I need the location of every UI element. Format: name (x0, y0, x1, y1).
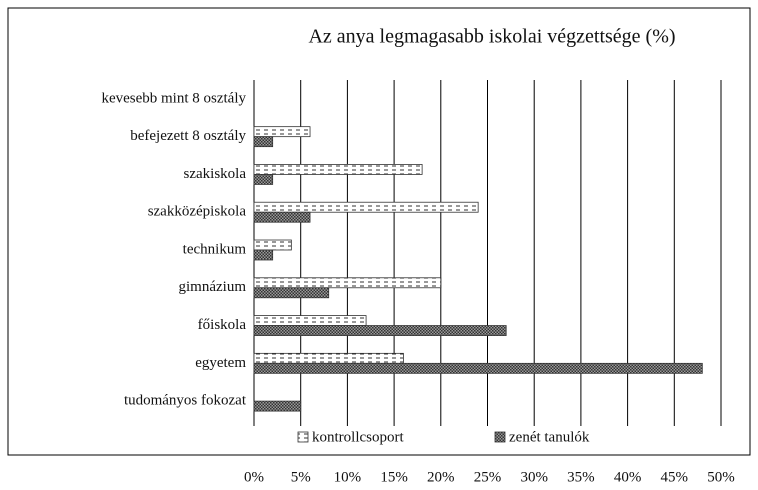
y-tick-label: egyetem (195, 355, 246, 371)
y-tick-label: kevesebb mint 8 osztály (101, 90, 246, 106)
bar (253, 239, 292, 251)
x-tick-label: 40% (614, 469, 642, 485)
bar (253, 174, 274, 185)
x-tick-label: 50% (707, 469, 735, 485)
y-tick-label: gimnázium (179, 279, 247, 295)
chart-title: Az anya legmagasabb iskolai végzettsége … (308, 26, 675, 48)
bar (253, 164, 423, 175)
bar (253, 201, 479, 213)
bar (253, 325, 507, 336)
legend-swatch (297, 431, 309, 443)
y-tick-label: befejezett 8 osztály (130, 128, 246, 144)
x-tick-label: 0% (244, 469, 264, 485)
bar (253, 277, 442, 289)
x-tick-label: 10% (334, 469, 362, 485)
y-tick-label: szakközépiskola (148, 204, 247, 220)
bar (253, 352, 404, 364)
x-tick-label: 15% (380, 469, 408, 485)
x-tick-label: 30% (520, 469, 548, 485)
bar (253, 126, 311, 138)
bar (253, 287, 330, 299)
bar (253, 211, 311, 223)
legend-swatch (494, 431, 506, 443)
x-tick-label: 5% (291, 469, 311, 485)
y-tick-label: szakiskola (184, 166, 247, 182)
x-tick-label: 25% (474, 469, 502, 485)
x-tick-label: 20% (427, 469, 455, 485)
bar (253, 362, 703, 374)
y-tick-label: tudományos fokozat (124, 393, 247, 409)
x-tick-label: 45% (661, 469, 689, 485)
y-tick-label: főiskola (198, 317, 247, 333)
bar (253, 136, 274, 148)
legend-label: kontrollcsoport (312, 429, 404, 445)
bar (253, 249, 274, 261)
y-tick-label: technikum (183, 241, 247, 257)
bar (253, 400, 302, 412)
bar (253, 315, 367, 326)
chart-frame (7, 7, 751, 456)
x-tick-label: 35% (567, 469, 595, 485)
legend-label: zenét tanulók (509, 429, 590, 445)
